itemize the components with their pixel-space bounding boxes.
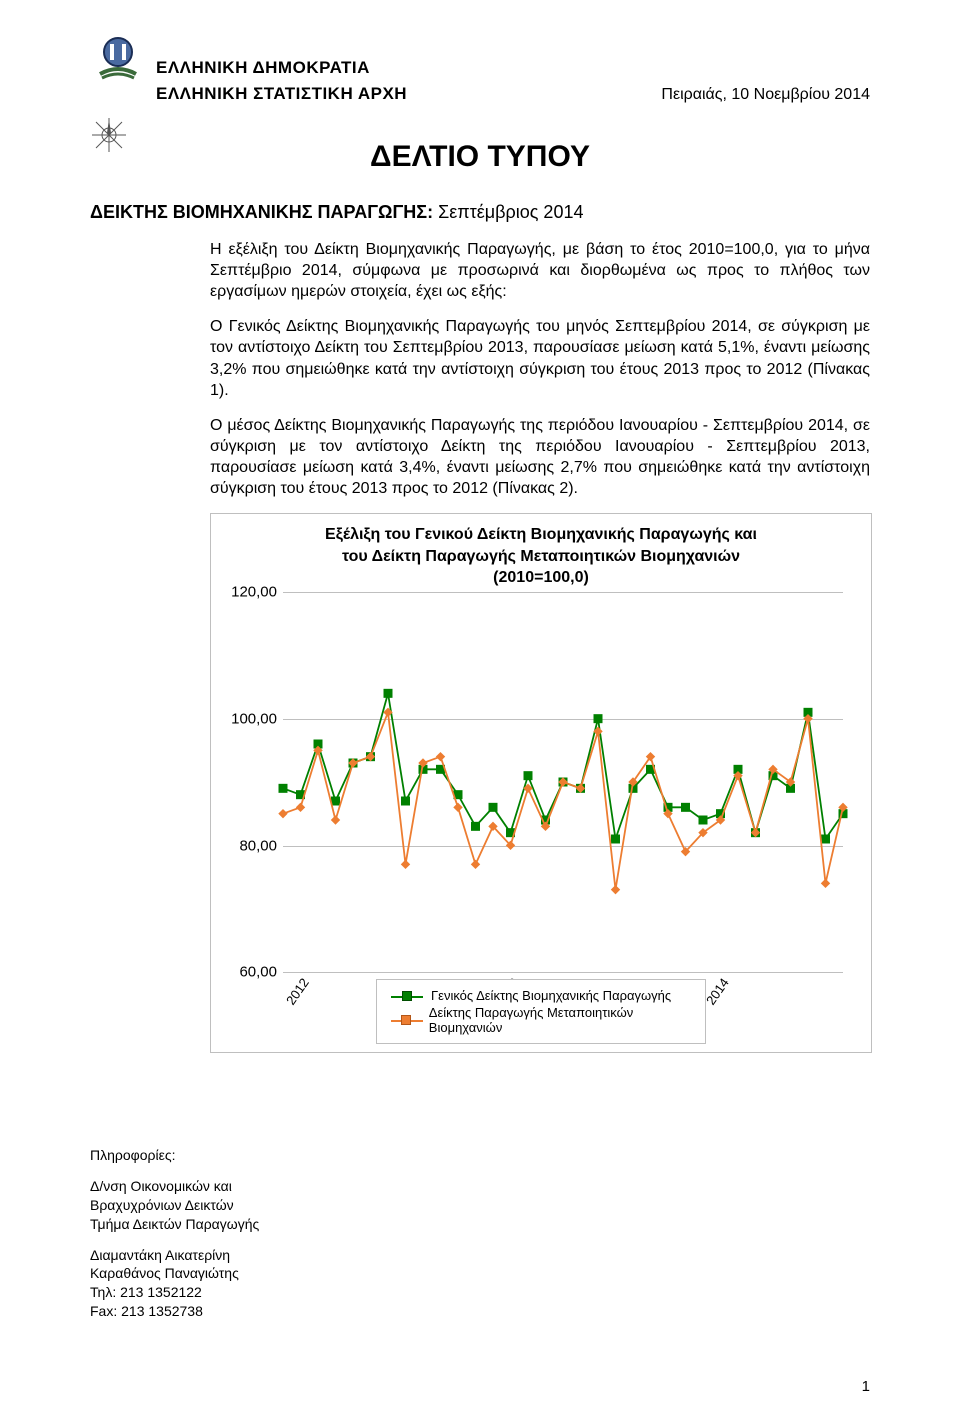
y-tick-label: 120,00 xyxy=(225,584,277,601)
footer-contact: Τηλ: 213 1352122 xyxy=(90,1283,270,1302)
legend-swatch-icon xyxy=(391,1013,421,1027)
legend-label: Γενικός Δείκτης Βιομηχανικής Παραγωγής xyxy=(431,988,671,1003)
y-tick-label: 60,00 xyxy=(225,964,277,981)
page-number: 1 xyxy=(862,1378,870,1395)
chart-title-l1: Εξέλιξη του Γενικού Δείκτη Βιομηχανικής … xyxy=(325,526,757,543)
y-tick-label: 100,00 xyxy=(225,710,277,727)
x-tick-label: 2014 xyxy=(703,976,732,1008)
subtitle-bold-part: ΔΕΙΚΤΗΣ ΒΙΟΜΗΧΑΝΙΚΗΣ ΠΑΡΑΓΩΓΗΣ: xyxy=(90,202,433,222)
legend-item: Δείκτης Παραγωγής Μεταποιητικών Βιομηχαν… xyxy=(391,1005,691,1035)
chart-title-l2: του Δείκτη Παραγωγής Μεταποιητικών Βιομη… xyxy=(342,548,740,565)
paragraph: Ο Γενικός Δείκτης Βιομηχανικής Παραγωγής… xyxy=(210,316,870,400)
paragraph: Η εξέλιξη του Δείκτη Βιομηχανικής Παραγω… xyxy=(210,239,870,302)
footer-contact: Διαμαντάκη Αικατερίνη xyxy=(90,1246,270,1265)
x-tick-label: 2012 xyxy=(283,976,312,1008)
paragraph: Ο μέσος Δείκτης Βιομηχανικής Παραγωγής τ… xyxy=(210,415,870,499)
footer-contact: Fax: 213 1352738 xyxy=(90,1302,270,1321)
footer-heading: Πληροφορίες: xyxy=(90,1146,270,1165)
footer-contact: Καραθάνος Παναγιώτης xyxy=(90,1264,270,1283)
footer-line: Τμήμα Δεικτών Παραγωγής xyxy=(90,1215,270,1234)
subtitle: ΔΕΙΚΤΗΣ ΒΙΟΜΗΧΑΝΙΚΗΣ ΠΑΡΑΓΩΓΗΣ: Σεπτέμβρ… xyxy=(90,202,870,223)
y-tick-label: 80,00 xyxy=(225,837,277,854)
compass-icon xyxy=(92,118,126,152)
header-org-text: ΕΛΛΗΝΙΚΗ ΔΗΜΟΚΡΑΤΙΑ ΕΛΛΗΝΙΚΗ ΣΤΑΤΙΣΤΙΚΗ … xyxy=(156,58,407,104)
footer-line: Δ/νση Οικονομικών και xyxy=(90,1177,270,1196)
chart-title: Εξέλιξη του Γενικού Δείκτη Βιομηχανικής … xyxy=(211,514,871,589)
legend-swatch-icon xyxy=(391,989,423,1003)
greek-emblem-icon xyxy=(90,30,146,86)
spacer xyxy=(90,1234,270,1246)
main-title: ΔΕΛΤΙΟ ΤΥΠΟΥ xyxy=(90,140,870,174)
legend-item: Γενικός Δείκτης Βιομηχανικής Παραγωγής xyxy=(391,988,691,1003)
contact-footer: Πληροφορίες: Δ/νση Οικονομικών και Βραχυ… xyxy=(90,1146,270,1321)
chart-legend: Γενικός Δείκτης Βιομηχανικής Παραγωγής Δ… xyxy=(376,979,706,1044)
header-agency: ΕΛΛΗΝΙΚΗ ΣΤΑΤΙΣΤΙΚΗ ΑΡΧΗ xyxy=(156,84,407,104)
chart-title-l3: (2010=100,0) xyxy=(493,569,589,586)
footer-line: Βραχυχρόνιων Δεικτών xyxy=(90,1196,270,1215)
body-text: Η εξέλιξη του Δείκτη Βιομηχανικής Παραγω… xyxy=(210,239,870,499)
header-republic: ΕΛΛΗΝΙΚΗ ΔΗΜΟΚΡΑΤΙΑ xyxy=(156,58,407,78)
subtitle-rest: Σεπτέμβριος 2014 xyxy=(433,202,583,222)
chart-container: Εξέλιξη του Γενικού Δείκτη Βιομηχανικής … xyxy=(210,513,872,1053)
press-release-page: ΕΛΛΗΝΙΚΗ ΔΗΜΟΚΡΑΤΙΑ ΕΛΛΗΝΙΚΗ ΣΤΑΤΙΣΤΙΚΗ … xyxy=(0,0,960,1413)
legend-label: Δείκτης Παραγωγής Μεταποιητικών Βιομηχαν… xyxy=(429,1005,691,1035)
chart-plot-area: 60,0080,00100,00120,00201220132014 xyxy=(283,592,843,972)
